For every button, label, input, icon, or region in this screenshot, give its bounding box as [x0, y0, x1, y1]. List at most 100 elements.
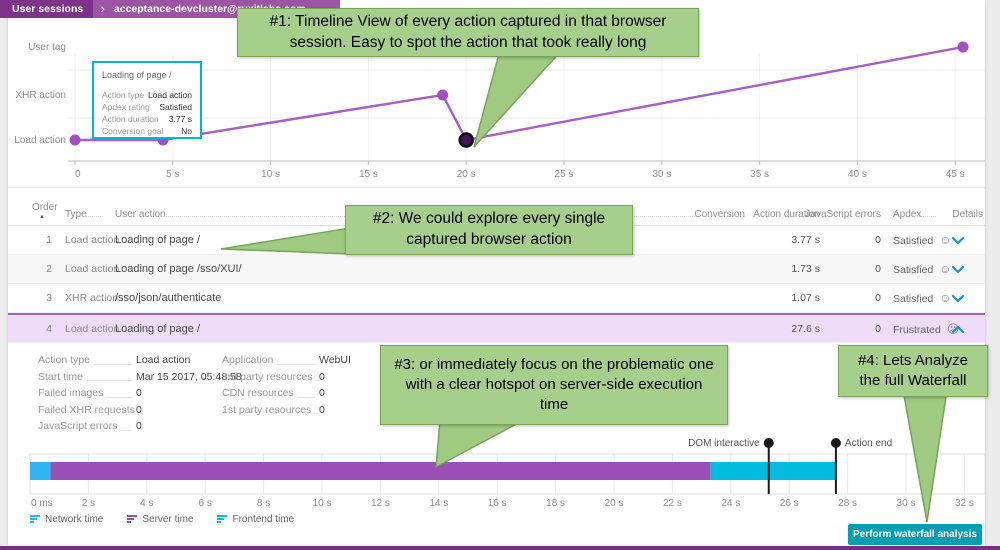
annotation-callout-4: #4: Lets Analyze the full Waterfall [838, 345, 988, 397]
legend-label: Server time [142, 514, 194, 525]
timeline-series-line [75, 45, 964, 142]
detail-field: 3rd party resources 0 [222, 369, 371, 386]
column-header-javascript-errors[interactable]: JavaScript errors [805, 209, 881, 220]
chevron-down-icon[interactable] [942, 226, 974, 254]
timeline-point-highlighted[interactable] [458, 132, 475, 148]
detail-value: 0 [319, 370, 325, 383]
waterfall-segment-server-time [50, 462, 711, 480]
column-header-conversion[interactable]: Conversion [694, 209, 745, 220]
axis-tick-label: 15 s [359, 169, 378, 180]
axis-tick-label: 30 s [897, 498, 916, 509]
axis-tick-label: 28 s [838, 498, 857, 509]
detail-label: 3rd party resources [222, 370, 313, 383]
chevron-down-icon[interactable] [942, 255, 974, 283]
tooltip-field: Conversion goal No [102, 125, 192, 137]
detail-field: CDN resources 0 [222, 385, 371, 402]
axis-tick-label: 14 s [429, 498, 448, 509]
detail-value: Load action [136, 354, 191, 366]
sort-asc-icon[interactable]: ▲ [39, 214, 45, 220]
chevron-right-icon: › [100, 0, 105, 16]
legend-label: Frontend time [232, 514, 295, 525]
marker-dot [830, 438, 841, 448]
detail-label: CDN resources [222, 387, 294, 399]
marker-label: Action end [845, 438, 892, 449]
table-row[interactable]: 3 XHR action/sso/json/authenticate 1.07 s 0… [8, 284, 985, 313]
annotation-callout-3: #3: or immediately focus on the problema… [380, 345, 728, 425]
column-header-action-duration[interactable]: Action duration [753, 209, 820, 220]
cell-user-action: Loading of page /sso/XUI/ [115, 263, 242, 275]
cell-order: 3 [46, 292, 52, 304]
tooltip-field-value: Satisfied [159, 102, 192, 112]
axis-tick-label: 16 s [488, 498, 507, 509]
detail-value: 0 [136, 420, 142, 432]
table-row[interactable]: 2 Load action Loading of page /sso/XUI/1.7… [8, 255, 985, 284]
column-header-details[interactable]: Details [952, 209, 983, 220]
marker-label: DOM interactive [688, 438, 760, 449]
waterfall-segment-frontend-time [710, 462, 836, 480]
timeline-row-label: XHR action [15, 90, 66, 101]
column-header-user-action[interactable]: User action [115, 209, 166, 220]
cell-order: 2 [46, 263, 52, 275]
axis-tick-label: 24 s [721, 498, 740, 509]
waterfall-section: 0 ms 2 s 4 s 6 s 8 s 10 s 12 s 14 s 16 s 18 s 20 s… [8, 432, 986, 546]
cell-type: Load action [65, 323, 120, 335]
legend-item: Server time [127, 514, 193, 525]
table-row[interactable]: 4 Load action Loading of page / 27.6 s 0 Frus… [8, 313, 985, 343]
axis-tick-label: 22 s [663, 498, 682, 509]
axis-tick-label: 32 s [955, 498, 974, 509]
chevron-down-icon[interactable] [942, 284, 974, 312]
cell-action-duration: 1.73 s [791, 263, 820, 275]
cell-order: 4 [46, 323, 52, 335]
timeline-tooltip: Loading of page / Action type Load action… [92, 61, 202, 139]
tooltip-field: Action duration 3.77 s [102, 113, 192, 125]
actions-table: Order ▲ Type User action Conversion Acti… [8, 192, 985, 343]
column-header-order[interactable]: Order ▲ [32, 202, 58, 220]
detail-field: Failed images 0 [38, 385, 256, 402]
legend-bars-icon [127, 515, 138, 524]
timeline-row-label: Load action [14, 135, 66, 146]
perform-waterfall-analysis-button[interactable]: Perform waterfall analysis [848, 524, 982, 545]
timeline-point[interactable] [437, 89, 449, 101]
detail-field: Failed XHR requests 0 [38, 402, 256, 419]
axis-tick-label: 20 s [457, 169, 476, 180]
axis-tick-label: 20 s [605, 498, 624, 509]
tooltip-field-label: Conversion goal [102, 126, 164, 136]
detail-label: 1st party resources [222, 403, 312, 416]
legend-bars-icon [30, 515, 40, 524]
detail-label: Failed images [38, 387, 104, 399]
detail-field: Start time Mar 15 2017, 05:48:58 [38, 369, 256, 386]
apdex-happy-face-icon: ☺ [939, 262, 952, 276]
timeline-point[interactable] [957, 41, 969, 53]
timeline-point[interactable] [69, 134, 81, 146]
column-header-apdex[interactable]: Apdex [893, 209, 922, 220]
detail-label: Action type [38, 354, 90, 366]
cell-javascript-errors: 0 [875, 292, 881, 304]
cell-action-duration: 3.77 s [791, 234, 820, 246]
app-window: User tag XHR action Load action 0 5 s 10 s 15 … [8, 0, 986, 546]
apdex-happy-face-icon: ☺ [939, 291, 952, 305]
waterfall-chart: 0 ms 2 s 4 s 6 s 8 s 10 s 12 s 14 s 16 s 18 s 20 s… [29, 438, 986, 509]
tooltip-field-label: Action duration [102, 114, 159, 124]
timeline-row-label: User tag [28, 42, 66, 53]
axis-tick-label: 45 s [946, 169, 965, 180]
axis-tick-label: 0 ms [31, 498, 53, 509]
detail-value: 0 [319, 403, 325, 416]
bottom-accent-bar [0, 546, 1000, 550]
header-leader-line [917, 216, 936, 217]
detail-field: 1st party resources 0 [222, 402, 371, 419]
header-leader-line [82, 216, 103, 217]
cell-apdex: Frustrated ☹ [893, 322, 960, 336]
annotation-callout-1: #1: Timeline View of every action captur… [237, 8, 699, 57]
legend-bars-icon [217, 515, 228, 524]
column-header-type[interactable]: Type [65, 209, 87, 220]
breadcrumb-user-sessions[interactable]: User sessions [0, 0, 94, 18]
detail-label: JavaScript errors [38, 420, 118, 432]
chevron-up-icon[interactable] [942, 315, 974, 342]
cell-apdex: Satisfied ☺ [893, 291, 952, 305]
detail-value: 0 [136, 387, 142, 399]
axis-tick-label: 0 [75, 169, 81, 180]
tooltip-field-value: No [181, 126, 192, 136]
apdex-sad-face-icon: ☹ [946, 322, 960, 336]
axis-tick-label: 4 s [140, 498, 153, 509]
marker-dot [763, 438, 774, 448]
